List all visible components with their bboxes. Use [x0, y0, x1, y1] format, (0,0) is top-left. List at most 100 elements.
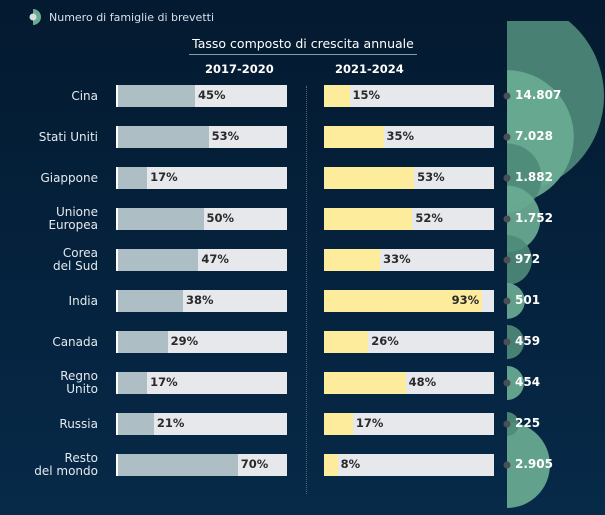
category-label: India: [68, 293, 98, 308]
patent-bubble-7: [507, 366, 524, 400]
bar-track: 52%: [324, 208, 494, 230]
category-label-line: Russia: [59, 416, 98, 431]
category-label-line: del Sud: [53, 259, 98, 273]
bar-value-label: 17%: [150, 375, 178, 389]
bar-2021-2024: [324, 372, 406, 394]
category-label: Resto del mondo: [34, 452, 98, 478]
category-label: Unione Europea: [48, 206, 98, 232]
category-label-line: Stati Uniti: [38, 129, 98, 144]
bar-track: 47%: [116, 249, 287, 271]
bar-2021-2024: [324, 167, 415, 189]
bar-value-label: 53%: [211, 129, 240, 143]
bar-2017-2020: [118, 413, 154, 435]
patent-family-value: 454: [515, 375, 541, 389]
bar-track: 53%: [116, 126, 287, 148]
bar-value-label: 26%: [371, 334, 399, 348]
bubble-anchor-dot: [503, 256, 511, 264]
bar-2017-2020: [118, 208, 204, 230]
bar-value-label: 17%: [150, 170, 178, 184]
bar-track: 15%: [324, 85, 494, 107]
bar-2021-2024: [324, 208, 413, 230]
patent-bubble-9: [507, 422, 550, 508]
bar-2017-2020: [118, 331, 168, 353]
category-label-line: Giappone: [40, 170, 98, 185]
bar-2017-2020: [118, 290, 183, 312]
bar-track: 93%: [324, 290, 494, 312]
patent-bubble-4: [507, 235, 532, 285]
category-label-line: Resto: [64, 451, 98, 465]
bubble-anchor-dot: [503, 174, 511, 182]
bar-value-label: 70%: [240, 457, 269, 471]
half-circle-legend-icon: [29, 9, 41, 25]
patent-bubble-6: [507, 324, 525, 360]
bubble-anchor-dot: [503, 133, 511, 141]
bubble-anchor-dot: [503, 420, 511, 428]
period-label-2: 2021-2024: [335, 62, 404, 76]
category-label: Stati Uniti: [38, 129, 98, 144]
patent-family-value: 7.028: [515, 129, 553, 143]
bar-track: 50%: [116, 208, 287, 230]
bar-track: 29%: [116, 331, 287, 353]
bar-value-label: 47%: [201, 252, 229, 266]
legend-label: Numero di famiglie di brevetti: [49, 10, 214, 24]
bar-2021-2024: [324, 413, 353, 435]
bar-track: 17%: [116, 167, 287, 189]
bubble-anchor-dot: [503, 297, 511, 305]
bar-value-label: 50%: [206, 211, 235, 225]
bar-track: 26%: [324, 331, 494, 353]
bar-2017-2020: [118, 249, 199, 271]
category-label-line: Regno: [60, 369, 98, 383]
category-label: Giappone: [40, 170, 98, 185]
bar-2021-2024: [324, 126, 384, 148]
period-label-1: 2017-2020: [205, 62, 274, 76]
bar-value-label: 17%: [355, 416, 384, 430]
bubble-anchor-dot: [503, 215, 511, 223]
bar-2017-2020: [118, 126, 209, 148]
bar-2021-2024: [324, 85, 350, 107]
bar-track: 17%: [116, 372, 287, 394]
bar-value-label: 21%: [156, 416, 185, 430]
bar-track: 17%: [324, 413, 494, 435]
category-label-line: Unito: [66, 382, 98, 396]
bar-value-label: 15%: [352, 88, 381, 102]
bar-track: 48%: [324, 372, 494, 394]
bubble-anchor-dot: [503, 461, 511, 469]
bar-track: 21%: [116, 413, 287, 435]
bar-value-label: 45%: [197, 88, 226, 102]
bar-2017-2020: [118, 85, 195, 107]
chart-title: Tasso composto di crescita annuale: [189, 36, 417, 55]
bubble-anchor-dot: [503, 379, 511, 387]
bar-value-label: 8%: [340, 457, 361, 471]
bar-value-label: 35%: [386, 129, 415, 143]
category-label-line: Corea: [62, 246, 98, 260]
bar-value-label: 52%: [415, 211, 443, 225]
bar-2017-2020: [118, 167, 148, 189]
bar-track: 45%: [116, 85, 287, 107]
patent-bubble-5: [507, 283, 525, 319]
bar-track: 38%: [116, 290, 287, 312]
patent-family-value: 225: [515, 416, 541, 430]
patent-bubble-3: [507, 185, 541, 253]
legend: Numero di famiglie di brevetti: [27, 8, 214, 26]
category-label: Regno Unito: [60, 370, 98, 396]
category-label: Canada: [52, 335, 98, 349]
patent-family-value: 459: [515, 334, 541, 348]
bar-value-label: 93%: [451, 293, 480, 307]
category-label-line: India: [68, 293, 98, 308]
category-label-line: Europea: [48, 218, 98, 232]
bar-value-label: 38%: [185, 293, 214, 307]
bar-2021-2024: [324, 249, 381, 271]
bar-value-label: 29%: [170, 334, 199, 348]
bar-value-label: 48%: [408, 375, 437, 389]
category-label: Russia: [59, 416, 98, 431]
category-label-line: del mondo: [34, 464, 98, 478]
patent-family-value: 501: [515, 293, 541, 307]
patent-family-value: 1.752: [515, 211, 553, 225]
bubble-anchor-dot: [503, 92, 511, 100]
bar-track: 35%: [324, 126, 494, 148]
category-label-line: Cina: [71, 88, 98, 103]
bar-track: 8%: [324, 454, 494, 476]
patent-bubble-8: [507, 412, 519, 436]
bar-value-label: 33%: [383, 252, 411, 266]
column-divider: [306, 86, 307, 494]
